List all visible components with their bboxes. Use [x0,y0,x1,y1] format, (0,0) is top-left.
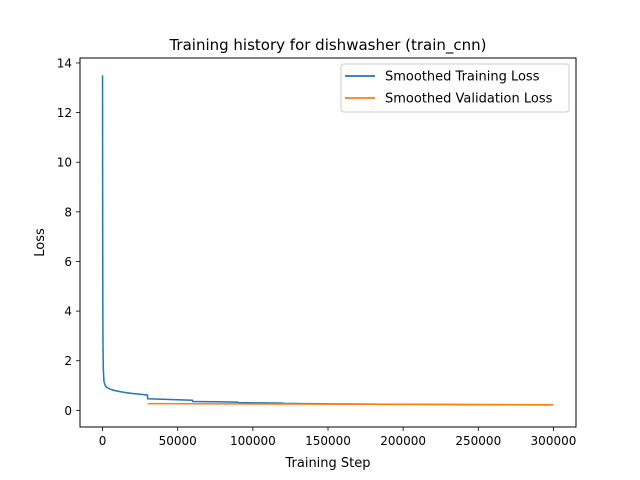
y-axis-label: Loss [33,228,48,257]
y-tick-label: 6 [64,255,72,269]
axes-frame [79,57,577,428]
chart-title: Training history for dishwasher (train_c… [168,36,486,55]
legend: Smoothed Training Loss Smoothed Validatio… [340,63,570,113]
y-tick-label: 14 [57,56,72,70]
legend-label-0: Smoothed Training Loss [385,70,540,85]
x-tick-label: 50000 [159,434,197,448]
x-tick-label: 100000 [230,434,276,448]
y-axis: 0 2 4 6 8 10 12 14 [57,56,80,418]
legend-box [340,63,570,113]
series-line-1 [147,402,554,406]
y-tick-label: 4 [64,305,72,319]
x-tick-label: 250000 [455,434,501,448]
y-tick-label: 8 [64,205,72,219]
x-tick-label: 200000 [380,434,426,448]
x-tick-label: 300000 [531,434,577,448]
x-axis: 0 50000 100000 150000 200000 250000 300000 [99,427,577,448]
x-tick-label: 0 [99,434,107,448]
legend-label-1: Smoothed Validation Loss [385,92,553,107]
y-tick-label: 12 [57,106,72,120]
plot-content [101,75,554,406]
x-tick-label: 150000 [305,434,351,448]
y-tick-label: 0 [64,404,72,418]
x-axis-label: Training Step [284,456,370,471]
series-line-0 [101,75,554,406]
y-tick-label: 10 [57,156,72,170]
y-tick-label: 2 [64,354,72,368]
